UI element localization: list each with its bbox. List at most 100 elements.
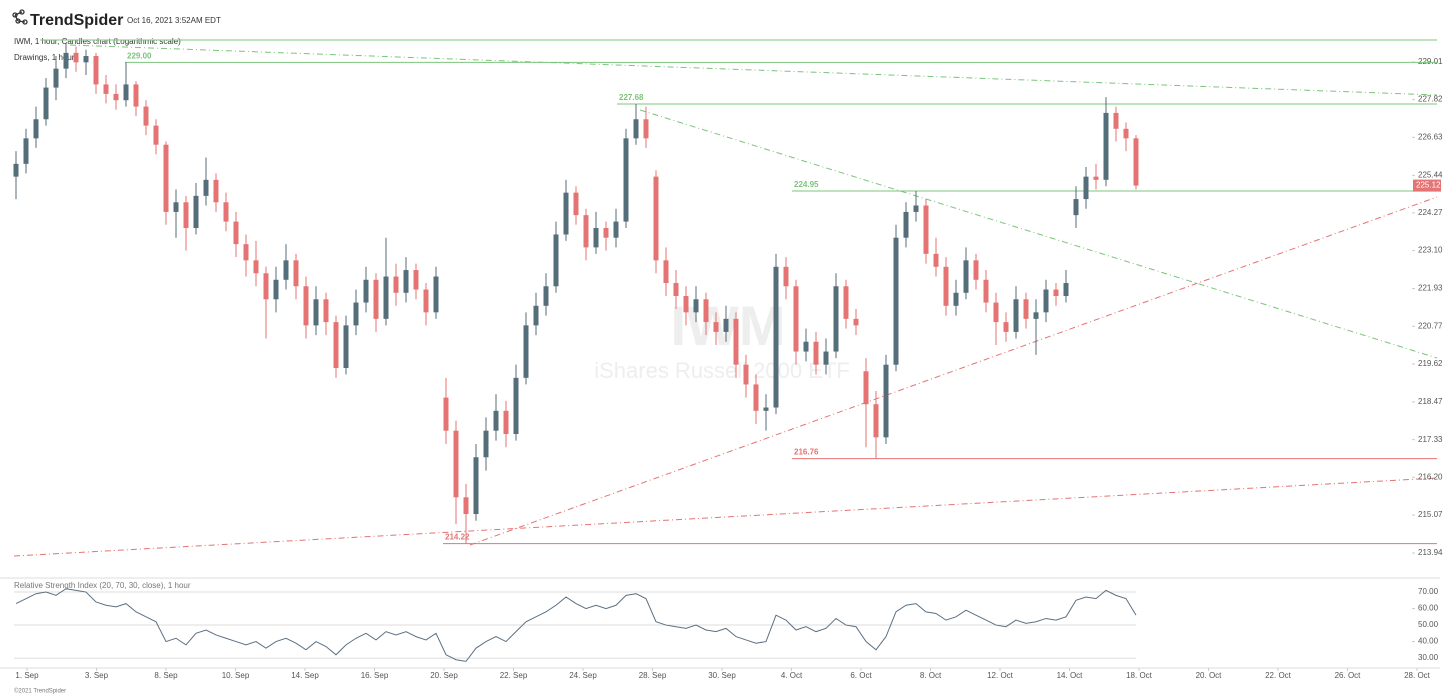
candle-body xyxy=(133,84,139,107)
candle-body xyxy=(273,279,279,300)
y-tick-label: 30.00 xyxy=(1418,653,1439,662)
x-tick-label: 18. Oct xyxy=(1126,671,1153,680)
candle-body xyxy=(173,202,179,212)
candle-body xyxy=(813,341,819,365)
candle-body xyxy=(973,260,979,280)
candle-body xyxy=(183,202,189,229)
y-tick-label: 40.00 xyxy=(1418,637,1439,646)
level-label: 216.76 xyxy=(794,448,819,457)
candle-body xyxy=(523,325,529,378)
candle-body xyxy=(223,202,229,222)
candle-body xyxy=(83,56,89,63)
candle-body xyxy=(1043,289,1049,313)
x-tick-label: 26. Oct xyxy=(1335,671,1362,680)
y-tick-label: 221.93 xyxy=(1418,284,1443,293)
candle-body xyxy=(963,260,969,293)
candle-body xyxy=(603,228,609,238)
candle-body xyxy=(163,144,169,212)
level-label: 229.00 xyxy=(127,51,152,60)
candle-body xyxy=(643,119,649,139)
candle-body xyxy=(1053,289,1059,297)
x-tick-label: 8. Sep xyxy=(154,671,178,680)
candle-body xyxy=(673,283,679,297)
candle-body xyxy=(723,318,729,332)
candle-body xyxy=(1083,176,1089,200)
x-tick-label: 1. Sep xyxy=(15,671,39,680)
candle-body xyxy=(153,125,159,145)
x-tick-label: 12. Oct xyxy=(987,671,1014,680)
candle-body xyxy=(863,371,869,405)
candle-body xyxy=(313,299,319,326)
candle-body xyxy=(43,87,49,120)
x-tick-label: 20. Oct xyxy=(1196,671,1223,680)
candle-body xyxy=(243,244,249,261)
candle-body xyxy=(873,404,879,438)
candle-body xyxy=(743,364,749,385)
x-tick-label: 14. Oct xyxy=(1057,671,1084,680)
x-tick-label: 28. Sep xyxy=(639,671,667,680)
candle-body xyxy=(483,430,489,458)
timestamp: Oct 16, 2021 3:52AM EDT xyxy=(127,16,221,25)
candle-body xyxy=(1013,299,1019,332)
candle-body xyxy=(573,192,579,216)
x-tick-label: 28. Oct xyxy=(1404,671,1431,680)
y-tick-label: 227.82 xyxy=(1418,95,1443,104)
x-tick-label: 14. Sep xyxy=(291,671,319,680)
x-tick-label: 6. Oct xyxy=(850,671,872,680)
candle-body xyxy=(1123,128,1129,139)
x-tick-label: 20. Sep xyxy=(430,671,458,680)
candle-body xyxy=(33,119,39,139)
candle-body xyxy=(803,341,809,352)
level-label: 227.68 xyxy=(619,93,644,102)
x-tick-label: 3. Sep xyxy=(85,671,109,680)
candle-body xyxy=(1073,199,1079,216)
x-tick-label: 10. Sep xyxy=(222,671,250,680)
candle-body xyxy=(1113,112,1119,129)
candle-body xyxy=(353,302,359,326)
candle-body xyxy=(853,318,859,326)
candle-body xyxy=(443,397,449,431)
candle-body xyxy=(503,410,509,435)
y-tick-label: 223.10 xyxy=(1418,246,1443,255)
candle-body xyxy=(633,119,639,139)
candle-body xyxy=(383,276,389,319)
candle-body xyxy=(923,205,929,254)
candle-body xyxy=(1133,138,1139,186)
candle-body xyxy=(943,266,949,306)
candle-body xyxy=(23,138,29,164)
candle-body xyxy=(693,299,699,313)
last-price-label: 225.12 xyxy=(1416,181,1441,190)
candle-body xyxy=(1033,312,1039,319)
x-tick-label: 8. Oct xyxy=(920,671,942,680)
x-tick-label: 24. Sep xyxy=(569,671,597,680)
candle-body xyxy=(823,351,829,365)
candle-body xyxy=(703,299,709,323)
candle-body xyxy=(533,305,539,326)
y-tick-label: 229.01 xyxy=(1418,57,1443,66)
y-tick-label: 218.47 xyxy=(1418,397,1443,406)
trendlines xyxy=(13,44,1438,557)
y-tick-label: 217.33 xyxy=(1418,435,1443,444)
y-tick-label: 215.07 xyxy=(1418,510,1443,519)
candle-body xyxy=(543,286,549,306)
candle-body xyxy=(733,318,739,365)
candle-body xyxy=(473,457,479,515)
candle-body xyxy=(93,56,99,85)
candle-body xyxy=(563,192,569,235)
candle-body xyxy=(763,407,769,411)
chart-title: IWM, 1 hour, Candles chart (Logarithmic … xyxy=(14,37,181,46)
x-tick-label: 22. Oct xyxy=(1265,671,1292,680)
watermark-name: iShares Russell 2000 ETF xyxy=(594,358,850,383)
candle-body xyxy=(113,93,119,101)
y-tick-label: 50.00 xyxy=(1418,620,1439,629)
candle-body xyxy=(993,302,999,323)
candle-body xyxy=(883,364,889,438)
candle-body xyxy=(393,276,399,293)
logo-icon xyxy=(12,9,28,25)
footer: ©2021 TrendSpider xyxy=(14,688,66,695)
candle-body xyxy=(933,253,939,267)
candle-body xyxy=(683,296,689,313)
candle-body xyxy=(73,52,79,63)
level-label: 224.95 xyxy=(794,180,819,189)
candle-body xyxy=(403,270,409,293)
